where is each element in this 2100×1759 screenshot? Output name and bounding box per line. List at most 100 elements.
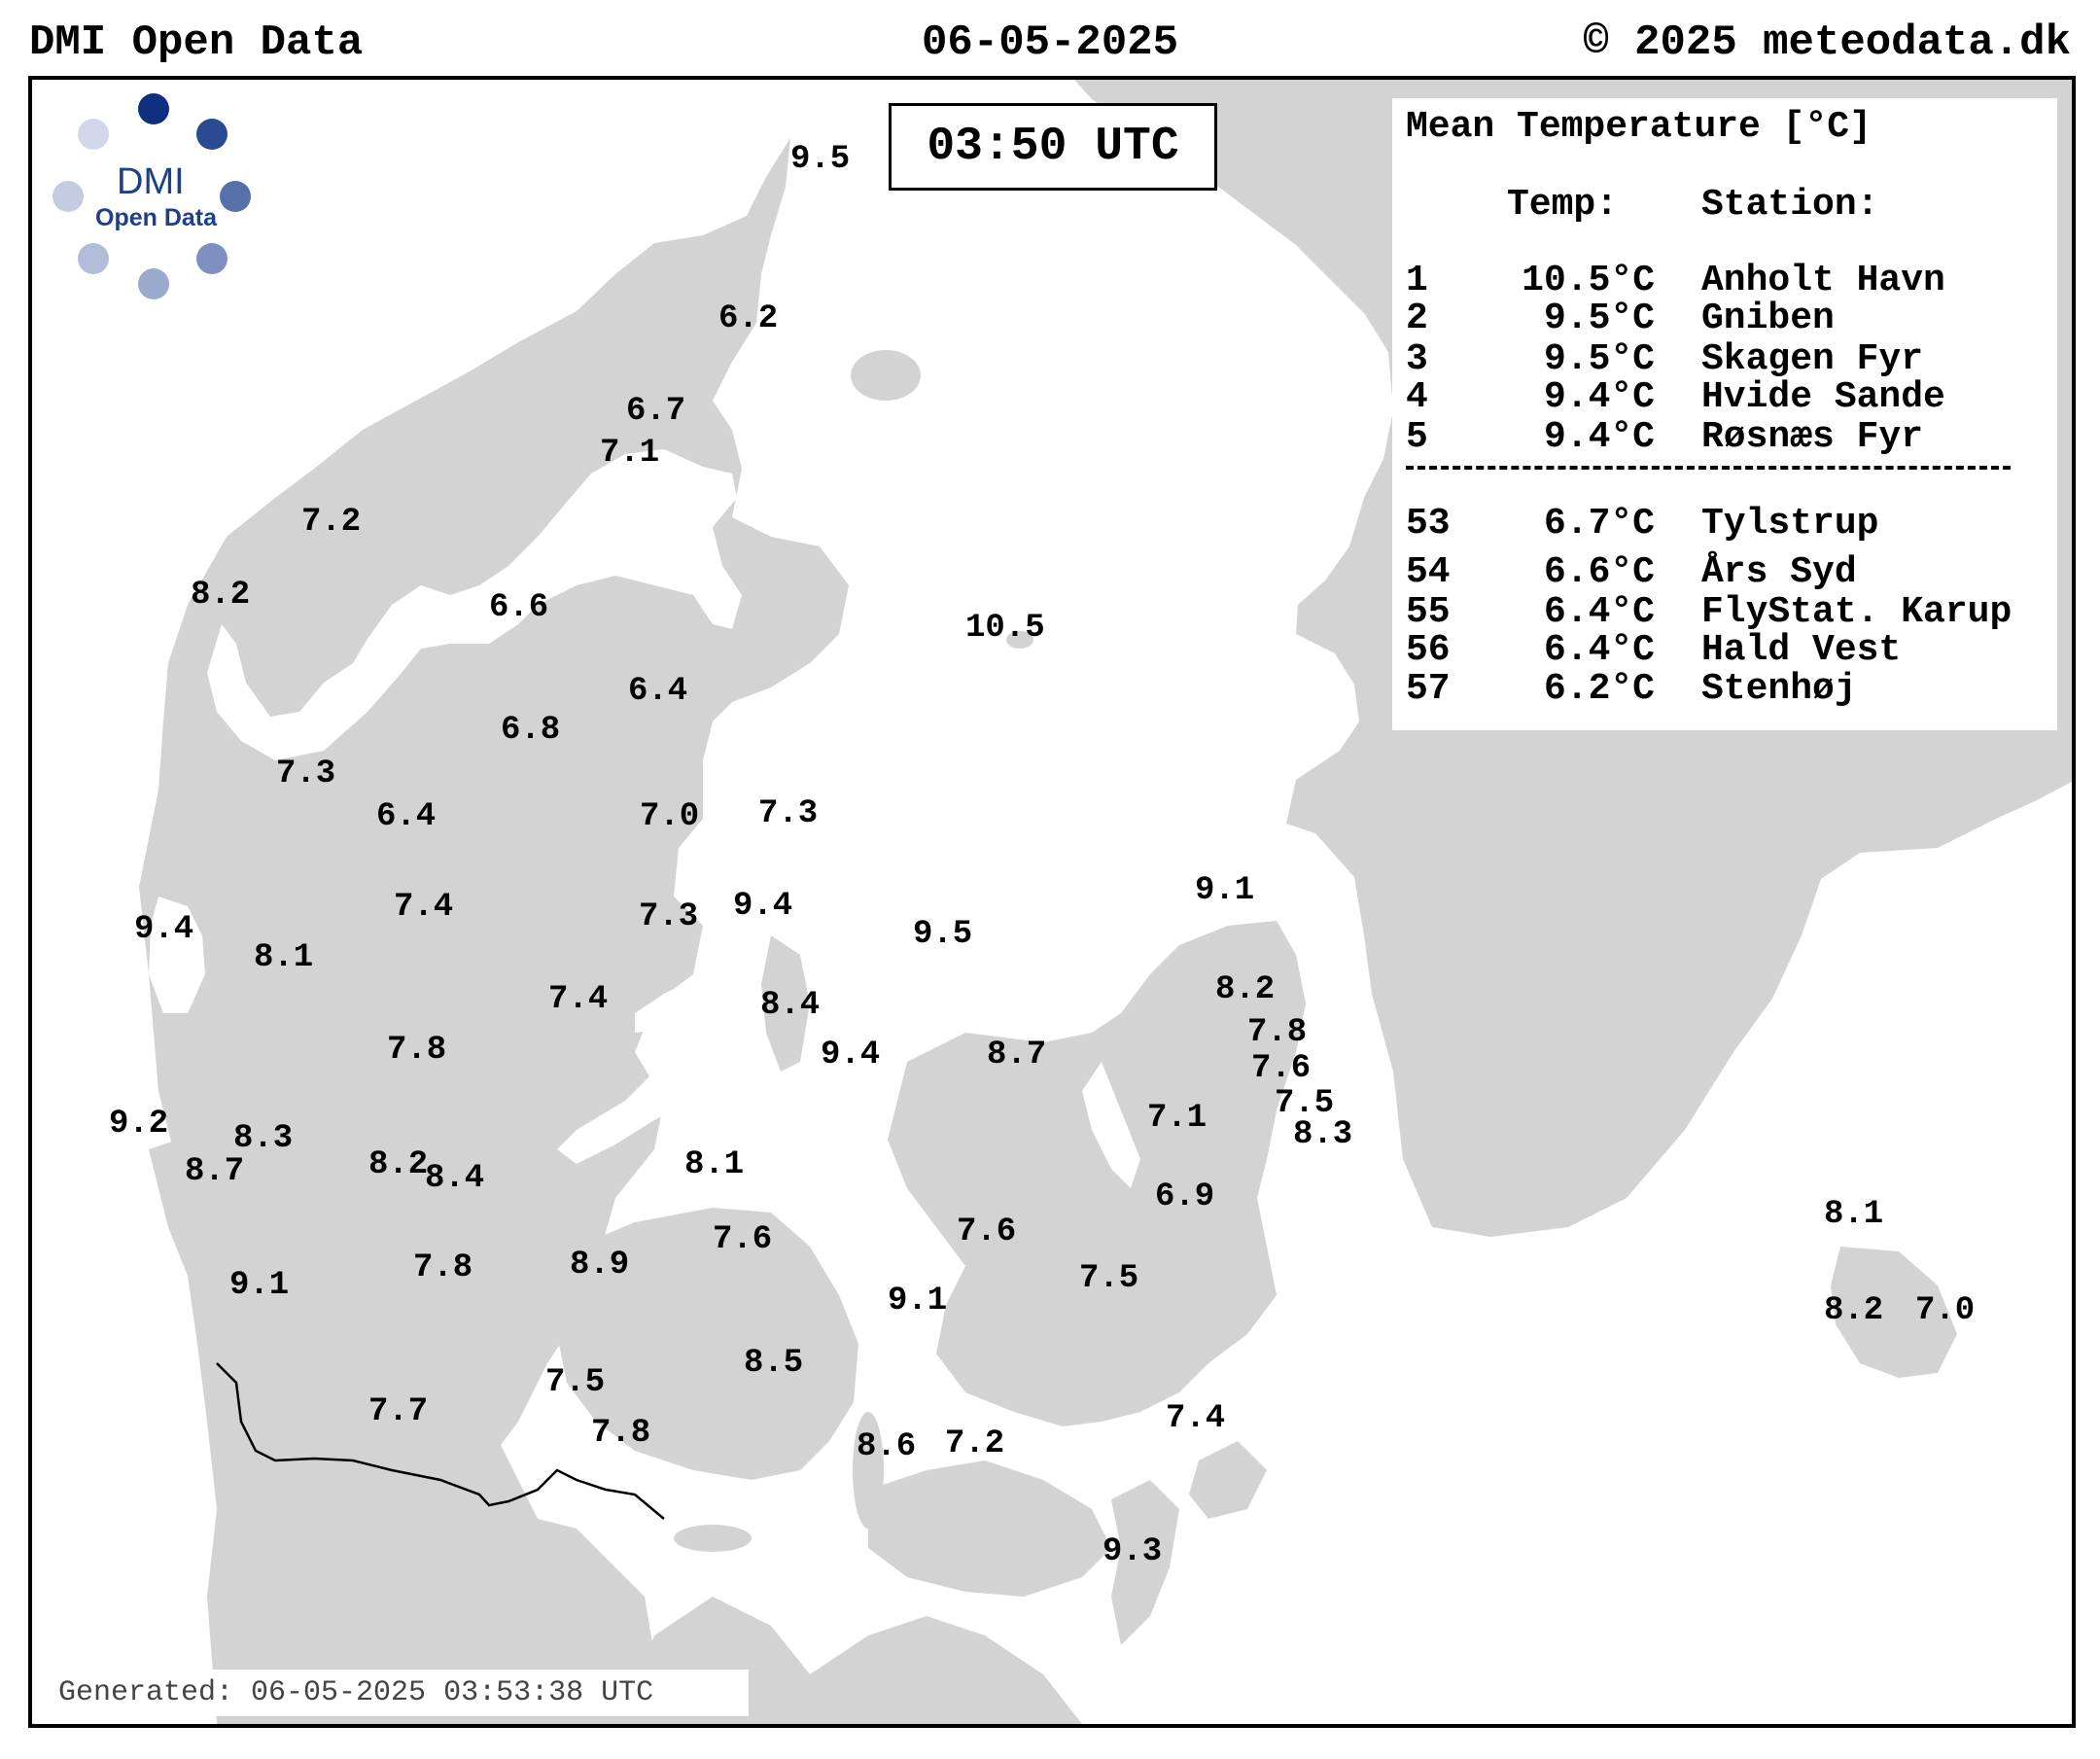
logo-dot-icon bbox=[78, 119, 109, 150]
legend-station: Stenhøj bbox=[1701, 668, 1857, 710]
station-value-21: 8.2 bbox=[1215, 971, 1275, 1008]
logo-title: DMI bbox=[117, 161, 185, 202]
legend-rank: 4 bbox=[1406, 376, 1428, 418]
jutland-south bbox=[149, 1110, 654, 1724]
station-value-45: 7.5 bbox=[1079, 1260, 1138, 1297]
station-value-42: 9.1 bbox=[229, 1267, 289, 1304]
vejle-fjord bbox=[557, 1042, 713, 1164]
legend-station: Tylstrup bbox=[1701, 503, 1879, 545]
station-value-16: 7.3 bbox=[639, 898, 698, 935]
legend-rank: 2 bbox=[1406, 298, 1428, 339]
aero-island bbox=[674, 1525, 752, 1552]
station-value-53: 7.8 bbox=[591, 1415, 650, 1452]
station-value-30: 9.2 bbox=[109, 1106, 168, 1143]
legend-temp: 9.4°C bbox=[1543, 376, 1655, 418]
legend-divider bbox=[1406, 466, 2011, 470]
legend-row: 4 9.4°C Hvide Sande bbox=[1392, 377, 2057, 418]
station-value-31: 8.3 bbox=[233, 1120, 293, 1157]
station-value-25: 7.8 bbox=[387, 1032, 446, 1069]
legend-station: Års Syd bbox=[1701, 551, 1857, 593]
legend-rank: 5 bbox=[1406, 416, 1428, 458]
station-value-34: 8.7 bbox=[185, 1153, 244, 1190]
legend-row: 2 9.5°C Gniben bbox=[1392, 299, 2057, 339]
legend-station: Gniben bbox=[1701, 298, 1835, 339]
legend-temp: 6.7°C bbox=[1543, 503, 1655, 545]
legend-temp: 6.4°C bbox=[1543, 629, 1655, 671]
station-value-32: 7.1 bbox=[1147, 1100, 1207, 1137]
legend-station: Hvide Sande bbox=[1701, 376, 1945, 418]
time-label: 03:50 UTC bbox=[889, 103, 1217, 191]
station-value-23: 8.4 bbox=[760, 987, 820, 1024]
station-value-19: 8.1 bbox=[254, 939, 313, 976]
legend-header-station: Station: bbox=[1701, 184, 1879, 226]
legend-station: Anholt Havn bbox=[1701, 260, 1945, 301]
legend-temp: 9.5°C bbox=[1543, 298, 1655, 339]
laeso-island bbox=[851, 350, 921, 401]
station-value-2: 6.7 bbox=[626, 393, 685, 430]
logo-dot-icon bbox=[196, 119, 228, 150]
legend-station: FlyStat. Karup bbox=[1701, 591, 2012, 633]
legend-row: 53 6.7°C Tylstrup bbox=[1392, 504, 2057, 545]
station-value-46: 9.1 bbox=[888, 1283, 947, 1319]
header-date: 06-05-2025 bbox=[922, 18, 1179, 67]
logo-dot-icon bbox=[52, 181, 84, 212]
generated-timestamp: Generated: 06-05-2025 03:53:38 UTC bbox=[49, 1670, 749, 1716]
station-value-11: 6.4 bbox=[376, 798, 436, 835]
station-value-47: 8.2 bbox=[1824, 1292, 1883, 1329]
legend-header-temp: Temp: bbox=[1507, 184, 1619, 226]
bornholm-island bbox=[1831, 1247, 1957, 1378]
legend-panel: Mean Temperature [°C] Temp: Station: 1 10… bbox=[1392, 98, 2057, 730]
station-value-52: 7.4 bbox=[1166, 1400, 1225, 1437]
station-value-8: 6.4 bbox=[628, 673, 687, 710]
station-value-39: 8.1 bbox=[1824, 1196, 1883, 1233]
station-value-24: 7.8 bbox=[1247, 1014, 1307, 1051]
samso-island bbox=[761, 935, 810, 1072]
station-value-14: 9.1 bbox=[1195, 872, 1254, 909]
logo-dot-icon bbox=[78, 243, 109, 274]
station-value-0: 9.5 bbox=[790, 141, 850, 178]
header-copyright: © 2025 meteodata.dk bbox=[1583, 18, 2071, 67]
zealand bbox=[888, 921, 1306, 1426]
station-value-37: 8.1 bbox=[684, 1146, 744, 1183]
legend-station: Røsnæs Fyr bbox=[1701, 416, 1924, 458]
station-value-55: 7.2 bbox=[945, 1425, 1004, 1462]
legend-row: 55 6.4°C FlyStat. Karup bbox=[1392, 592, 2057, 633]
logo-dot-icon bbox=[220, 181, 251, 212]
falster bbox=[1111, 1480, 1179, 1645]
station-value-54: 8.6 bbox=[857, 1428, 916, 1465]
station-value-56: 9.3 bbox=[1102, 1533, 1162, 1570]
logo-dot-icon bbox=[196, 243, 228, 274]
station-value-36: 8.4 bbox=[425, 1160, 484, 1197]
station-value-27: 8.7 bbox=[987, 1037, 1046, 1073]
legend-row: 5 9.4°C Røsnæs Fyr bbox=[1392, 417, 2057, 458]
funen bbox=[557, 1208, 858, 1480]
station-value-28: 7.6 bbox=[1251, 1050, 1311, 1087]
station-value-43: 7.8 bbox=[413, 1249, 472, 1286]
lolland bbox=[868, 1460, 1111, 1597]
mon bbox=[1189, 1441, 1267, 1519]
legend-temp: 6.2°C bbox=[1543, 668, 1655, 710]
station-value-18: 9.4 bbox=[134, 911, 193, 948]
legend-rank: 53 bbox=[1406, 503, 1451, 545]
legend-temp: 6.4°C bbox=[1543, 591, 1655, 633]
station-value-38: 6.9 bbox=[1155, 1179, 1214, 1215]
station-value-51: 7.7 bbox=[368, 1393, 428, 1430]
station-value-4: 7.2 bbox=[301, 504, 361, 541]
isefjord bbox=[1082, 1062, 1140, 1188]
logo-dot-icon bbox=[138, 93, 169, 124]
station-value-1: 6.2 bbox=[718, 300, 778, 337]
langeland-island bbox=[853, 1412, 884, 1529]
station-value-49: 8.5 bbox=[744, 1345, 803, 1382]
station-value-35: 8.2 bbox=[368, 1146, 428, 1183]
limfjord bbox=[207, 449, 742, 760]
legend-temp: 9.5°C bbox=[1543, 338, 1655, 380]
legend-rank: 57 bbox=[1406, 668, 1451, 710]
legend-rank: 3 bbox=[1406, 338, 1428, 380]
station-value-22: 7.4 bbox=[548, 981, 608, 1018]
legend-station: Hald Vest bbox=[1701, 629, 1902, 671]
legend-station: Skagen Fyr bbox=[1701, 338, 1924, 380]
station-value-17: 9.4 bbox=[733, 888, 792, 925]
border-line bbox=[216, 1362, 665, 1520]
header-source: DMI Open Data bbox=[29, 18, 364, 67]
legend-temp: 10.5°C bbox=[1522, 260, 1655, 301]
